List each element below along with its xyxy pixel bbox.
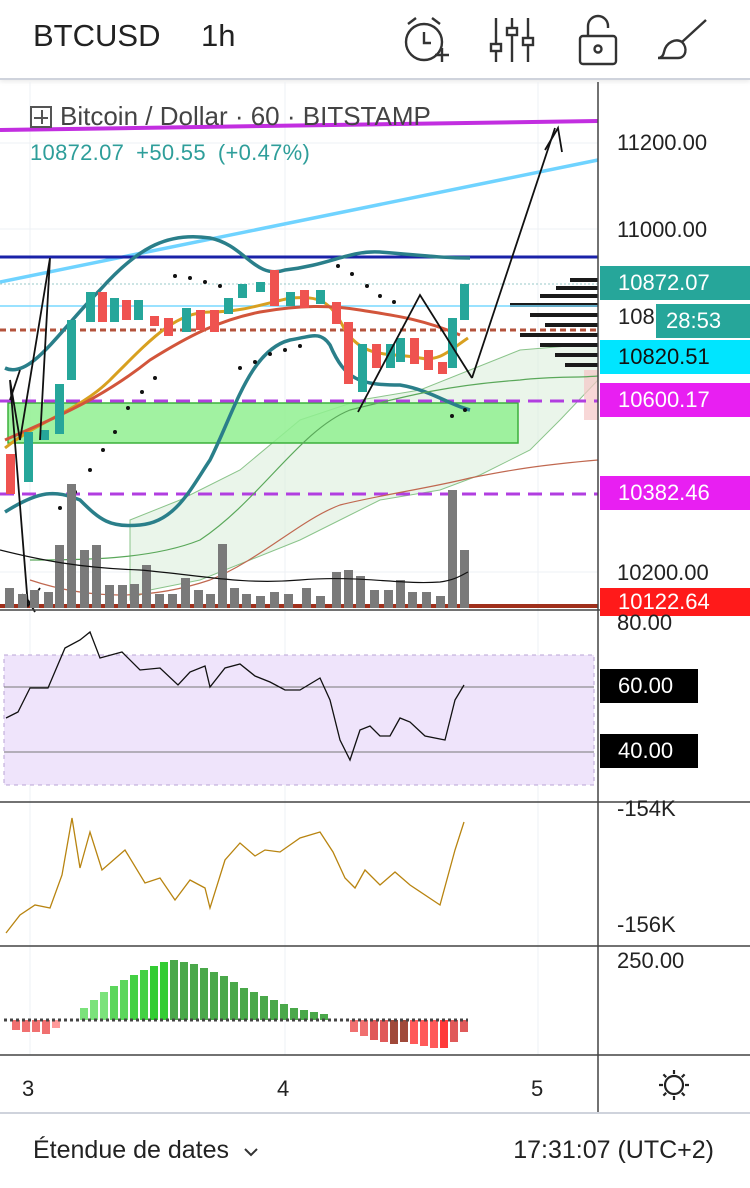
rsi-top-label: 80.00	[617, 610, 673, 635]
chart-canvas[interactable]	[0, 82, 750, 1112]
obv-line	[5, 817, 465, 934]
volume-ma	[0, 549, 469, 584]
macd-label: 250.00	[617, 948, 685, 973]
chart-settings-icon	[659, 1070, 689, 1100]
rsi-band	[3, 654, 595, 786]
drawing-brush-icon[interactable]	[654, 12, 710, 68]
obv-label-top: -154K	[617, 796, 676, 821]
clock-timezone[interactable]: 17:31:07 (UTC+2)	[513, 1136, 714, 1164]
ma-red	[4, 304, 461, 442]
time-tick: 4	[277, 1076, 290, 1101]
legend-values: 10872.07 +50.55 (+0.47%)	[30, 140, 310, 166]
date-range-label: Étendue de dates	[33, 1136, 229, 1164]
rsi-level-60: 60.00	[600, 669, 698, 703]
ma-orange	[4, 296, 469, 450]
interval-selector[interactable]: 1h	[201, 18, 236, 53]
legend-change: +50.55	[136, 140, 206, 165]
obv-label-bottom: -156K	[617, 912, 676, 937]
time-tick: 3	[22, 1076, 35, 1101]
time-tick: 5	[531, 1076, 544, 1101]
price-tag-partial: 108	[600, 300, 660, 334]
symbol-selector[interactable]: BTCUSD	[33, 18, 161, 53]
top-toolbar: BTCUSD 1h	[0, 0, 750, 80]
symbol-legend[interactable]: Bitcoin / Dollar · 60 · BITSTAMP	[30, 101, 431, 132]
price-tick: 10200.00	[617, 560, 709, 585]
price-tag-magenta-2: 10382.46	[600, 476, 750, 510]
candles	[6, 270, 469, 494]
unlock-icon[interactable]	[570, 12, 626, 68]
legend-last-price: 10872.07	[30, 140, 125, 165]
volume-bars	[5, 484, 469, 608]
price-tag-last: 10872.07	[600, 266, 750, 300]
alarm-add-icon[interactable]	[398, 12, 454, 68]
demand-zone	[7, 402, 519, 444]
chart-area[interactable]	[0, 82, 750, 1112]
volume-profile	[510, 278, 598, 367]
legend-title: Bitcoin / Dollar · 60 · BITSTAMP	[60, 101, 431, 131]
indicators-icon[interactable]	[484, 12, 540, 68]
chevron-down-icon	[244, 1148, 258, 1157]
price-tick: 11200.00	[617, 130, 708, 155]
rsi-line	[5, 630, 465, 762]
trendline-cyan	[0, 158, 599, 284]
rsi-level-40: 40.00	[600, 734, 698, 768]
legend-change-pct: (+0.47%)	[217, 140, 311, 165]
bollinger-bands	[4, 234, 471, 528]
bottom-bar: Étendue de dates 17:31:07 (UTC+2)	[0, 1112, 750, 1188]
price-tick: 11000.00	[617, 217, 708, 242]
macd-histogram	[12, 960, 468, 1048]
grid	[0, 82, 598, 1055]
countdown-tag: 28:53	[656, 304, 750, 338]
trendline-purple	[0, 119, 599, 132]
price-tag-magenta-1: 10600.17	[600, 383, 750, 417]
price-tag-cyan: 10820.51	[600, 340, 750, 374]
ma-thin-green	[29, 375, 599, 561]
expand-icon[interactable]	[30, 106, 52, 128]
date-range-button[interactable]: Étendue de dates	[33, 1136, 260, 1165]
price-tag-red: 10122.64	[600, 588, 750, 616]
